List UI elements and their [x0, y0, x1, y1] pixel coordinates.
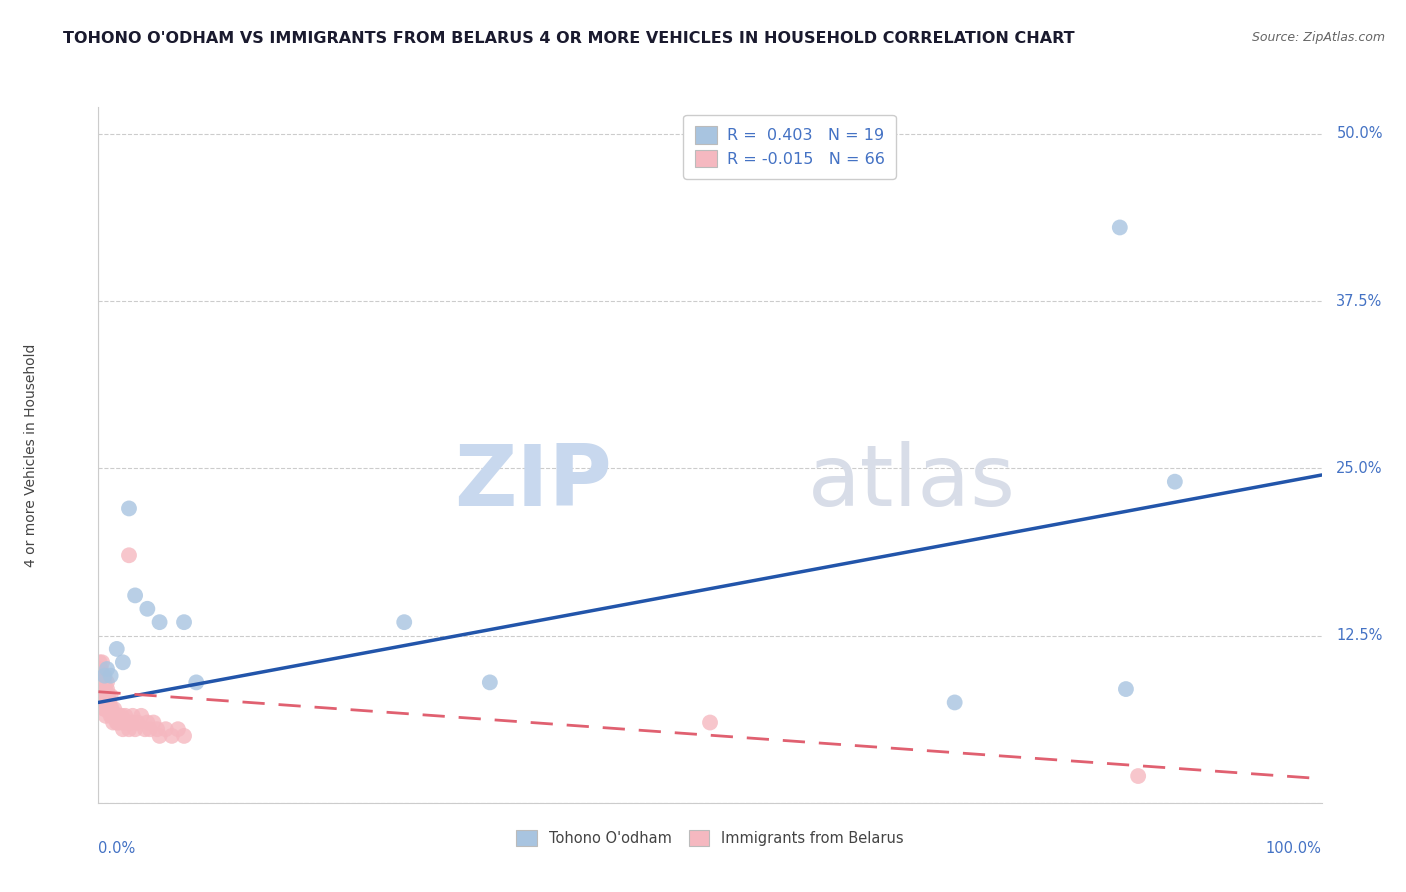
- Point: [103, 702, 125, 716]
- Point: [118, 548, 141, 563]
- Point: [90, 696, 112, 710]
- Point: [129, 708, 152, 723]
- Point: [100, 689, 122, 703]
- Point: [89, 662, 111, 676]
- Point: [134, 723, 156, 737]
- Point: [91, 675, 114, 690]
- Point: [478, 675, 501, 690]
- Point: [118, 501, 141, 516]
- Text: ZIP: ZIP: [454, 442, 612, 524]
- Point: [93, 702, 115, 716]
- Point: [136, 715, 159, 730]
- Point: [91, 655, 114, 669]
- Point: [91, 696, 114, 710]
- Text: 0.0%: 0.0%: [98, 841, 135, 856]
- Point: [105, 715, 128, 730]
- Text: Source: ZipAtlas.com: Source: ZipAtlas.com: [1251, 31, 1385, 45]
- Point: [111, 655, 134, 669]
- Point: [97, 696, 120, 710]
- Point: [91, 675, 114, 690]
- Point: [91, 669, 114, 683]
- Point: [120, 715, 142, 730]
- Point: [93, 669, 115, 683]
- Point: [98, 702, 121, 716]
- Point: [91, 669, 114, 683]
- Point: [96, 662, 118, 676]
- Point: [943, 696, 966, 710]
- Point: [100, 708, 122, 723]
- Point: [112, 715, 135, 730]
- Point: [117, 715, 139, 730]
- Point: [93, 675, 115, 690]
- Point: [1115, 681, 1137, 696]
- Point: [104, 708, 127, 723]
- Point: [108, 708, 131, 723]
- Point: [89, 689, 111, 703]
- Point: [1164, 475, 1187, 489]
- Point: [94, 702, 117, 716]
- Point: [98, 696, 121, 710]
- Point: [167, 723, 190, 737]
- Point: [118, 723, 141, 737]
- Point: [96, 689, 118, 703]
- Text: 50.0%: 50.0%: [1336, 127, 1384, 141]
- Point: [155, 723, 177, 737]
- Point: [101, 708, 124, 723]
- Point: [149, 615, 172, 630]
- Point: [97, 689, 120, 703]
- Legend: Tohono O'odham, Immigrants from Belarus: Tohono O'odham, Immigrants from Belarus: [508, 822, 912, 855]
- Point: [173, 729, 195, 743]
- Point: [101, 702, 124, 716]
- Point: [392, 615, 416, 630]
- Point: [90, 675, 112, 690]
- Point: [114, 708, 136, 723]
- Point: [1128, 769, 1150, 783]
- Point: [136, 602, 159, 616]
- Point: [124, 589, 146, 603]
- Point: [94, 708, 117, 723]
- Point: [146, 723, 169, 737]
- Point: [699, 715, 721, 730]
- Point: [149, 729, 172, 743]
- Point: [96, 675, 118, 690]
- Point: [100, 702, 122, 716]
- Point: [105, 642, 128, 657]
- Point: [93, 681, 115, 696]
- Text: TOHONO O'ODHAM VS IMMIGRANTS FROM BELARUS 4 OR MORE VEHICLES IN HOUSEHOLD CORREL: TOHONO O'ODHAM VS IMMIGRANTS FROM BELARU…: [63, 31, 1076, 46]
- Point: [90, 662, 112, 676]
- Point: [139, 723, 162, 737]
- Point: [173, 615, 195, 630]
- Point: [127, 715, 149, 730]
- Text: 25.0%: 25.0%: [1336, 461, 1384, 475]
- Text: atlas: atlas: [808, 442, 1017, 524]
- Point: [121, 708, 143, 723]
- Point: [110, 715, 132, 730]
- Point: [101, 708, 124, 723]
- Point: [100, 669, 122, 683]
- Text: 37.5%: 37.5%: [1336, 293, 1382, 309]
- Point: [89, 655, 111, 669]
- Point: [89, 675, 111, 690]
- Point: [124, 723, 146, 737]
- Point: [96, 681, 118, 696]
- Point: [101, 715, 124, 730]
- Point: [111, 708, 134, 723]
- Point: [90, 681, 112, 696]
- Text: 100.0%: 100.0%: [1265, 841, 1322, 856]
- Point: [142, 715, 165, 730]
- Text: 4 or more Vehicles in Household: 4 or more Vehicles in Household: [24, 343, 38, 566]
- Point: [107, 715, 129, 730]
- Point: [186, 675, 208, 690]
- Point: [105, 708, 128, 723]
- Point: [111, 723, 134, 737]
- Text: 12.5%: 12.5%: [1336, 628, 1382, 643]
- Point: [160, 729, 183, 743]
- Point: [1108, 220, 1130, 235]
- Point: [93, 696, 115, 710]
- Point: [91, 689, 114, 703]
